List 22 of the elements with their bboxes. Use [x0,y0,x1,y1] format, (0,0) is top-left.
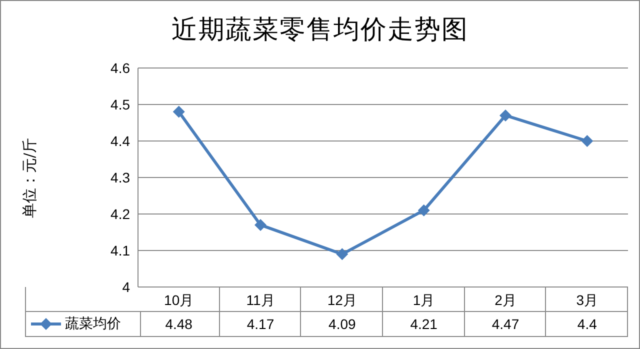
y-axis-title: 单位：元/斤 [20,137,40,218]
data-label: 4.48 [164,315,194,334]
x-tick-label: 10月 [164,292,194,308]
x-tick-label: 11月 [246,292,275,308]
x-tick-label: 3月 [576,292,598,308]
x-tick-label: 1月 [412,292,435,308]
data-label: 4.17 [246,315,276,334]
data-label: 4.47 [490,315,520,334]
x-tick-label: 12月 [327,292,357,308]
y-tick-label: 4 [122,278,130,295]
chart-title: 近期蔬菜零售均价走势图 [170,14,470,47]
y-tick-label: 4.2 [110,206,130,222]
data-label: 4.09 [328,315,357,334]
data-label: 4.21 [409,315,438,334]
x-tick-label: 2月 [494,292,516,308]
data-label: 4.4 [576,315,598,334]
legend-label: 蔬菜均价 [65,315,121,333]
y-tick-label: 4.1 [110,242,130,258]
y-tick-label: 4.4 [110,132,130,149]
y-tick-label: 4.5 [110,96,130,112]
y-tick-label: 4.3 [110,169,130,186]
y-tick-label: 4.6 [110,60,130,76]
